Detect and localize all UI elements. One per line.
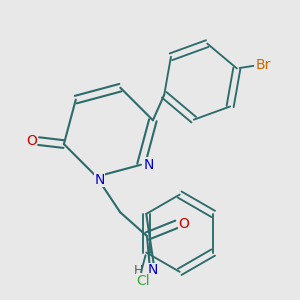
Text: N: N — [143, 158, 154, 172]
Text: N: N — [148, 263, 158, 277]
Text: O: O — [26, 134, 37, 148]
Text: N: N — [94, 172, 105, 187]
Text: Cl: Cl — [136, 274, 150, 288]
Text: H: H — [134, 264, 143, 277]
Text: O: O — [179, 217, 190, 231]
Text: Br: Br — [256, 58, 271, 73]
